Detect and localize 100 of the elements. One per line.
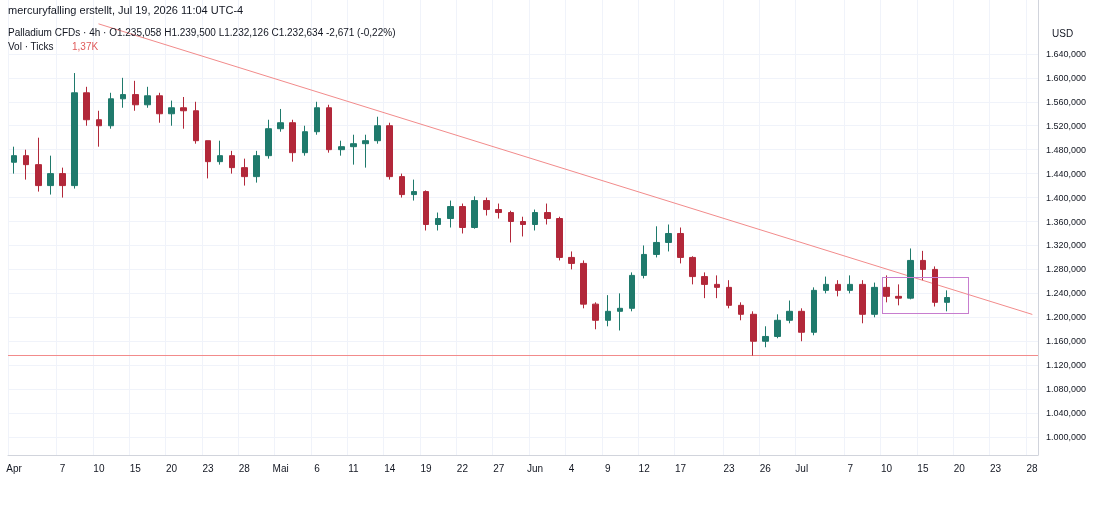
y-tick-label: 1.000,000 [1046,432,1087,443]
candlestick [605,294,611,327]
candlestick [326,104,332,154]
x-tick-label: 20 [166,462,178,474]
x-tick-label: 20 [953,462,966,474]
candlestick [253,150,260,184]
x-tick-label: 9 [605,462,612,474]
y-tick-label: 1.640,000 [1046,48,1087,59]
x-tick-label: 15 [129,462,142,474]
y-tick-label: 1.120,000 [1046,360,1087,371]
candlestick [35,137,42,193]
x-tick-label: 11 [348,462,359,474]
candlestick [374,116,381,145]
y-tick-label: 1.080,000 [1046,384,1087,395]
candlestick [362,134,369,169]
x-tick-label: Apr [6,462,23,474]
candlestick [556,216,563,261]
candlestick [338,140,345,157]
candlestick [920,250,926,281]
candlestick [811,286,817,336]
candlestick [641,244,647,279]
y-tick-label: 1.240,000 [1046,288,1087,299]
candlestick [71,72,78,190]
y-tick-label: 1.440,000 [1046,168,1087,179]
candlestick [726,279,732,309]
candlestick [629,271,635,312]
candlestick [399,173,405,199]
annotation: Vol · Ticks [8,40,54,52]
candlestick [714,274,720,299]
candlestick [895,283,902,306]
candlestick [617,292,623,331]
candlestick [701,271,708,299]
candlestick [762,325,769,348]
y-tick-label: 1.320,000 [1046,240,1087,251]
candlestick [508,210,514,243]
y-tick-label: 1.360,000 [1046,216,1087,227]
candlestick [217,140,223,166]
x-tick-label: 23 [990,462,1002,474]
candlestick [665,224,672,252]
candlestick [847,274,853,294]
candlestick [132,80,139,112]
candlestick [459,203,466,234]
candlestick [823,276,829,294]
candlestick [859,279,866,324]
y-axis-title: USD [1052,27,1074,39]
candlestick [83,86,90,127]
annotation: 1,37K [72,40,99,52]
candlestick [156,92,163,124]
x-tick-label: 14 [384,462,396,474]
candlestick [677,227,684,264]
x-tick-label: 19 [420,462,433,474]
candlestick [302,125,308,157]
y-tick-label: 1.600,000 [1046,72,1087,83]
candlestick [108,92,114,130]
candlestick [932,265,938,308]
candlestick [314,101,320,136]
x-tick-label: 7 [847,462,854,474]
x-tick-label: 22 [456,462,469,474]
x-tick-label: 7 [59,462,66,474]
y-tick-label: 1.560,000 [1046,96,1087,107]
candlestick [289,119,296,163]
candlestick [471,195,478,230]
candlestick [738,301,744,321]
candlestick [495,203,502,220]
candlestick [653,225,660,258]
candlestick [871,282,878,318]
candlestick [205,140,211,179]
x-tick-label: 28 [1026,462,1038,474]
x-tick-label: 10 [93,462,105,474]
candlestick [168,100,175,127]
candlestick [532,209,538,231]
candlestick [96,110,102,148]
candlestick [580,259,587,309]
x-tick-label: 23 [202,462,214,474]
candlestick [798,307,805,342]
candlestick [120,77,126,109]
candlestick [750,310,757,357]
candlestick [435,212,441,231]
x-tick-label: 10 [880,462,893,474]
candlestick [835,279,841,297]
x-tick-label: 23 [723,462,735,474]
x-tick-label: 6 [314,462,321,474]
y-tick-label: 1.200,000 [1046,312,1087,323]
text: Palladium CFDs · 4h · O1.235,058 H1.239,500 L1.232,126 C1.232,634 -2,671 (-0,22%) [8,26,396,38]
candlestick [47,155,54,196]
candlestick [59,167,66,199]
candlestick [520,216,526,237]
candlestick [423,189,429,231]
annotation: mercuryfalling erstellt, Jul 19, 2026 11:04 UTC-4 [8,3,244,16]
x-tick-label: 17 [674,462,687,474]
candlestick [386,122,393,181]
candlestick [944,289,950,312]
y-tick-label: 1.400,000 [1046,192,1087,203]
candlestick [774,313,781,339]
x-tick-label: 26 [759,462,772,474]
candlestick [193,101,199,145]
y-tick-label: 1.280,000 [1046,264,1087,275]
candlestick [592,301,599,330]
candlestick [483,197,490,217]
candlestick [241,158,248,187]
